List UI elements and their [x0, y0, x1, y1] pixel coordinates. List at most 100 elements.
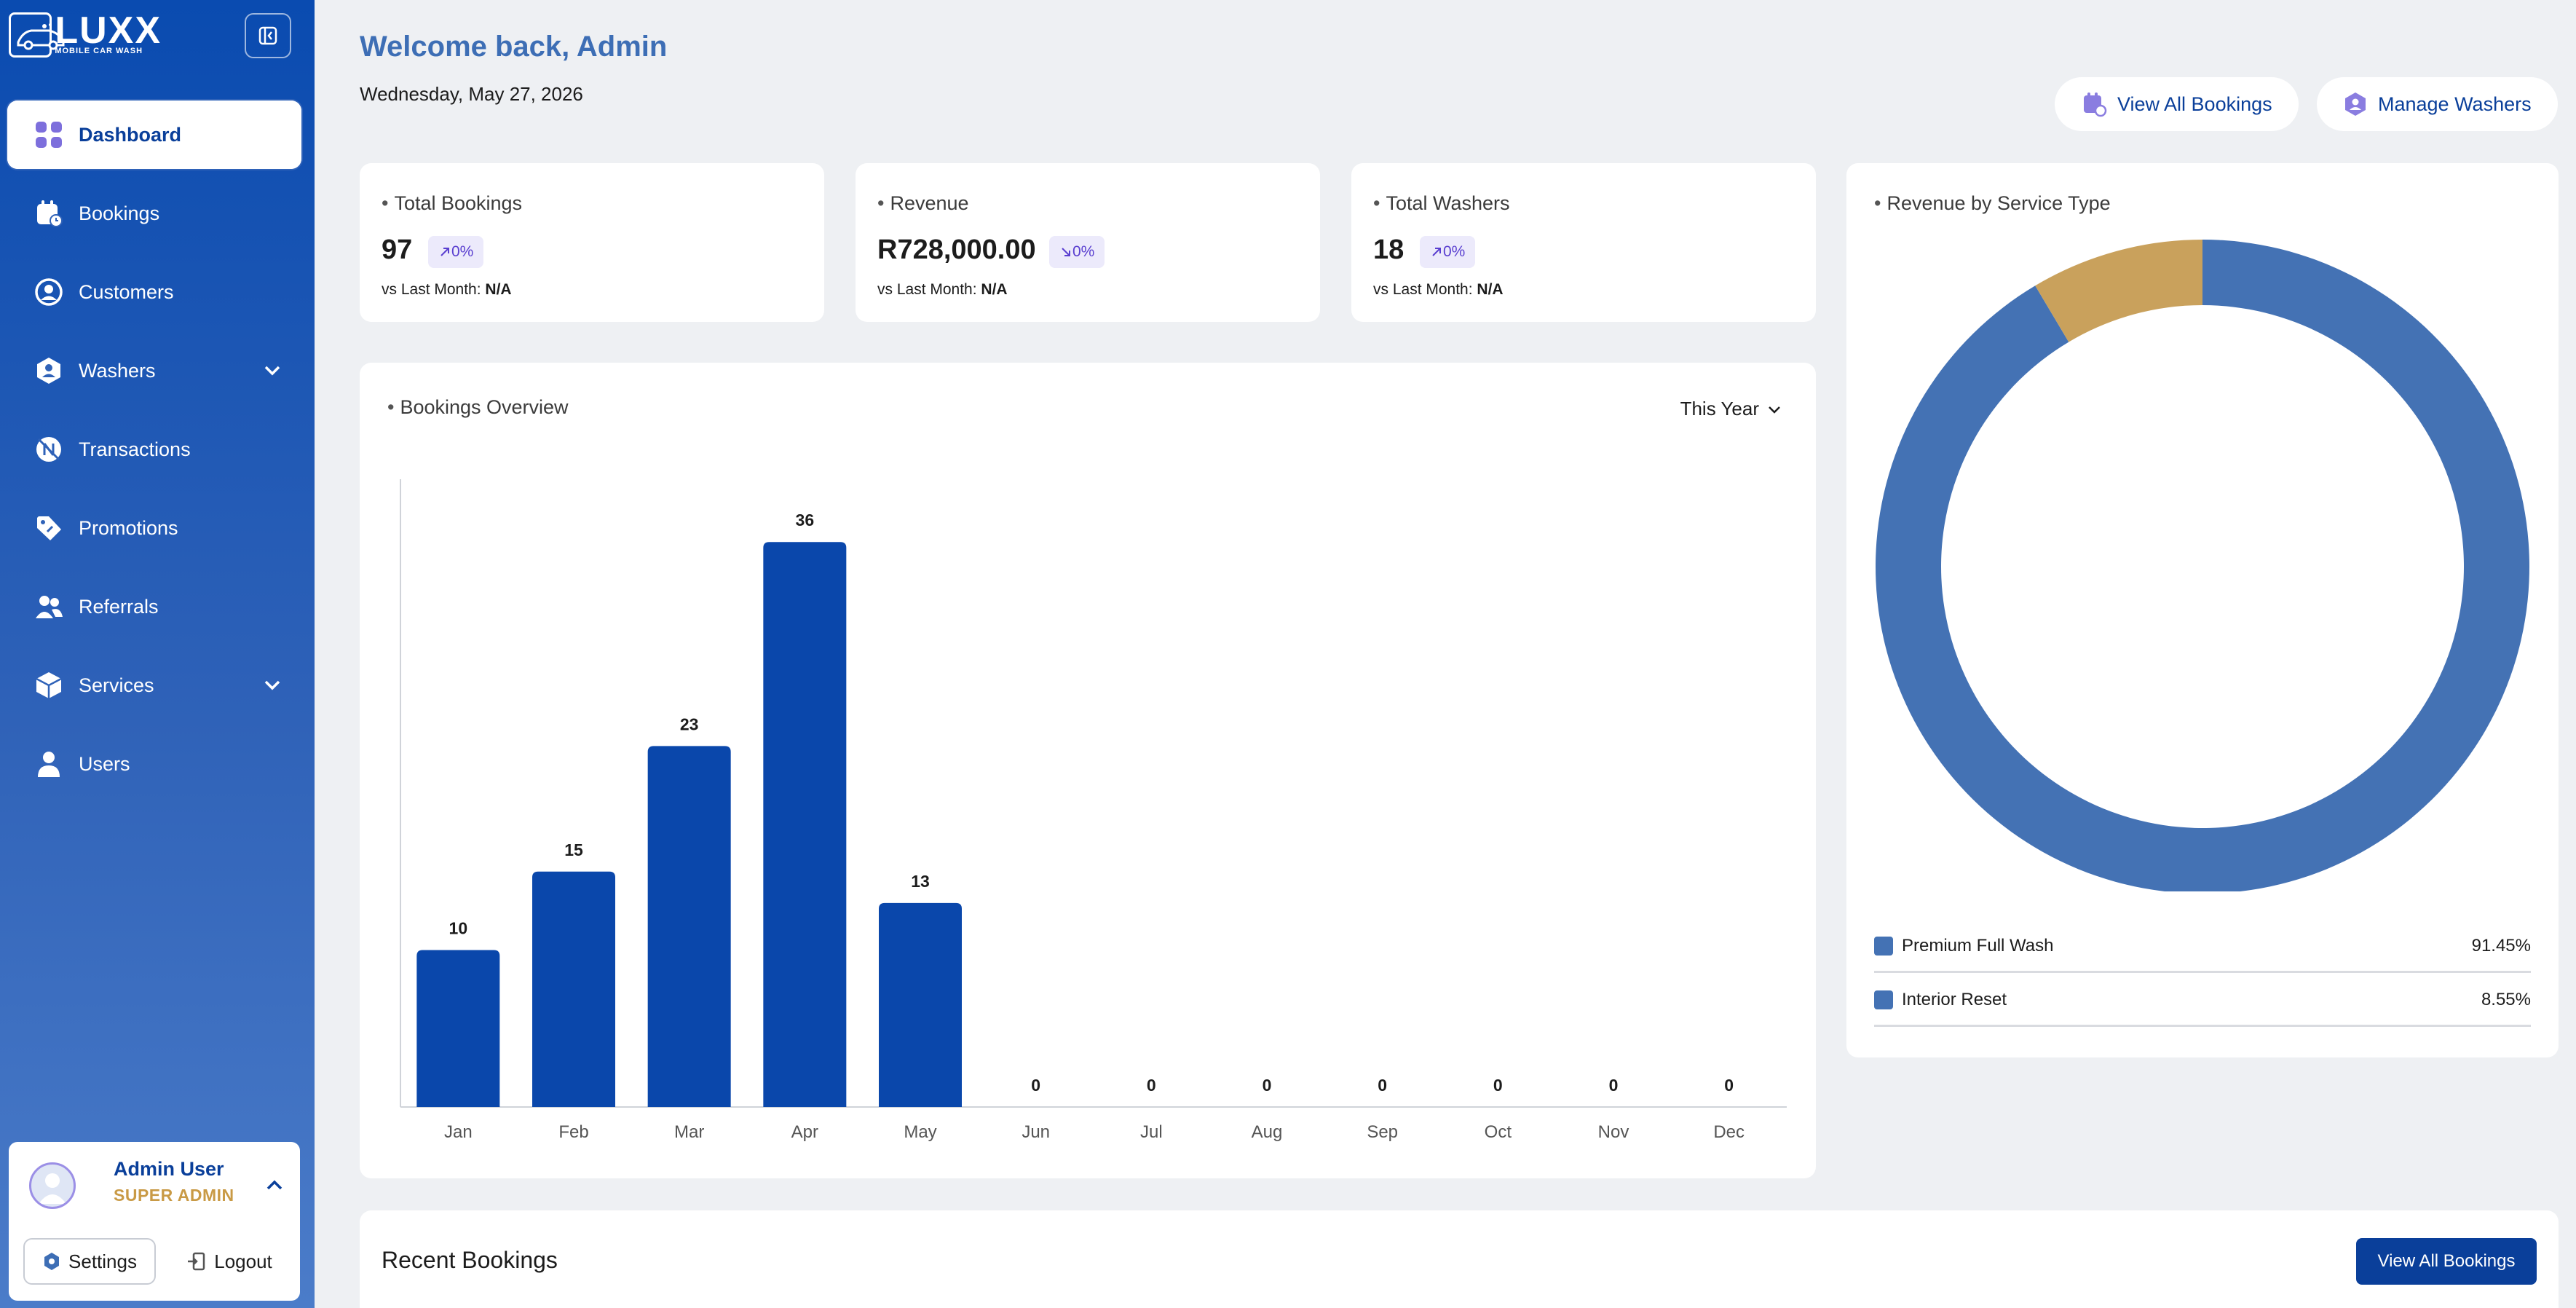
- stat-comparison-value: N/A: [1477, 281, 1504, 298]
- data-label: 13: [911, 872, 930, 891]
- sidebar-item-label: Transactions: [79, 438, 191, 460]
- sidebar: LUXX MOBILE CAR WASH Dashboard Bookings …: [0, 0, 315, 1308]
- bookings-overview-title: Bookings Overview: [387, 396, 568, 419]
- calendar-icon: [2084, 92, 2107, 117]
- view-all-bookings-label: View All Bookings: [2117, 92, 2272, 115]
- sidebar-item-bookings[interactable]: Bookings: [7, 179, 301, 248]
- sidebar-item-label: Customers: [79, 280, 174, 303]
- donut-slice-premium-full-wash[interactable]: [1876, 240, 2529, 891]
- data-label: 0: [1147, 1076, 1156, 1095]
- period-select[interactable]: This Year: [1680, 398, 1782, 420]
- sidebar-item-dashboard[interactable]: Dashboard: [7, 101, 301, 169]
- data-label: 0: [1378, 1076, 1387, 1095]
- washer-badge-icon: [2345, 92, 2366, 116]
- sidebar-item-promotions[interactable]: Promotions: [7, 494, 301, 562]
- x-tick-label: Jan: [444, 1122, 473, 1142]
- manage-washers-label: Manage Washers: [2378, 92, 2532, 115]
- stat-value: R728,000.00: [877, 235, 1036, 265]
- x-tick-label: Aug: [1252, 1122, 1283, 1142]
- data-label: 0: [1724, 1076, 1734, 1095]
- logout-label: Logout: [214, 1250, 272, 1272]
- data-label: 36: [796, 511, 815, 529]
- recent-bookings-card: Recent Bookings View All Bookings: [360, 1210, 2559, 1308]
- collapse-sidebar-button[interactable]: [245, 13, 291, 58]
- stat-comparison-value: N/A: [981, 281, 1008, 298]
- bar-feb[interactable]: [532, 871, 615, 1107]
- manage-washers-button[interactable]: Manage Washers: [2317, 77, 2558, 131]
- transactions-icon: [32, 433, 66, 466]
- chevron-up-icon[interactable]: [264, 1174, 285, 1196]
- bookings-bar-chart: 10 Jan 15 Feb 23 Mar 36 Apr 13 May 0 Jun 0 Jul 0 Aug 0 Se…: [400, 479, 1787, 1142]
- stat-title: Total Washers: [1373, 192, 1509, 215]
- gear-icon: [44, 1253, 60, 1270]
- user-name: Admin User: [114, 1158, 224, 1180]
- revenue-donut-chart: [1876, 240, 2529, 891]
- washer-badge-icon: [32, 354, 66, 387]
- x-tick-label: Apr: [791, 1122, 818, 1142]
- sidebar-item-referrals[interactable]: Referrals: [7, 572, 301, 641]
- bookings-overview-card: Bookings Overview This Year 10 Jan 15 Feb 23…: [360, 363, 1816, 1178]
- data-label: 0: [1031, 1076, 1040, 1095]
- data-label: 23: [680, 714, 699, 733]
- data-label: 0: [1493, 1076, 1503, 1095]
- legend-swatch: [1874, 936, 1893, 956]
- sidebar-item-label: Users: [79, 752, 130, 775]
- stat-change: 0%: [1443, 243, 1466, 260]
- sidebar-item-customers[interactable]: Customers: [7, 258, 301, 326]
- stat-comparison: vs Last Month: N/A: [1373, 281, 1504, 299]
- legend-label: Premium Full Wash: [1902, 935, 2054, 956]
- x-tick-label: Mar: [674, 1122, 704, 1142]
- view-all-bookings-button[interactable]: View All Bookings: [2055, 77, 2299, 131]
- brand-logo[interactable]: LUXX MOBILE CAR WASH: [9, 10, 162, 60]
- avatar[interactable]: [29, 1162, 76, 1209]
- stat-card-revenue: Revenue R728,000.00 0% vs Last Month: N/…: [856, 163, 1320, 322]
- donut-slice-interior-reset[interactable]: [2035, 240, 2202, 342]
- legend-value: 91.45%: [2471, 935, 2531, 956]
- data-label: 15: [564, 840, 583, 859]
- brand-tagline: MOBILE CAR WASH: [55, 47, 143, 55]
- stat-value: 18: [1373, 235, 1404, 265]
- users-icon: [32, 590, 66, 623]
- sidebar-item-washers[interactable]: Washers: [7, 336, 301, 405]
- stat-title: Revenue: [877, 192, 968, 215]
- sidebar-item-users[interactable]: Users: [7, 730, 301, 798]
- logout-button[interactable]: Logout: [175, 1238, 284, 1285]
- dashboard-icon: [32, 118, 66, 151]
- sidebar-item-label: Washers: [79, 359, 156, 382]
- recent-view-all-bookings-button[interactable]: View All Bookings: [2356, 1238, 2537, 1285]
- stat-card-total-bookings: Total Bookings 97 0% vs Last Month: N/A: [360, 163, 824, 322]
- chevron-down-icon: [264, 680, 280, 690]
- stat-value: 97: [382, 235, 413, 265]
- stat-comparison-label: vs Last Month:: [382, 281, 481, 298]
- legend-item: Interior Reset 8.55%: [1874, 974, 2531, 1027]
- user-role: SUPER ADMIN: [114, 1186, 234, 1205]
- brand-name: LUXX: [55, 9, 162, 52]
- data-label: 0: [1609, 1076, 1619, 1095]
- bar-apr[interactable]: [763, 542, 847, 1107]
- status-badge: 0%: [428, 236, 484, 268]
- legend-swatch: [1874, 990, 1893, 1009]
- recent-bookings-title: Recent Bookings: [382, 1247, 558, 1273]
- sidebar-item-services[interactable]: Services: [7, 651, 301, 720]
- bar-mar[interactable]: [647, 746, 731, 1107]
- x-tick-label: Sep: [1367, 1122, 1398, 1142]
- bar-may[interactable]: [879, 902, 962, 1107]
- bar-jan[interactable]: [416, 950, 500, 1108]
- user-profile-card: Admin User SUPER ADMIN Settings Logout: [9, 1142, 300, 1301]
- revenue-by-service-card: Revenue by Service Type Premium Full Was…: [1846, 163, 2559, 1057]
- data-label: 0: [1263, 1076, 1272, 1095]
- calendar-icon: [32, 197, 66, 230]
- car-wash-logo-icon: [9, 12, 65, 58]
- stat-comparison-label: vs Last Month:: [1373, 281, 1473, 298]
- revenue-by-service-title: Revenue by Service Type: [1874, 192, 2110, 215]
- legend-label: Interior Reset: [1902, 989, 2007, 1009]
- stat-comparison-value: N/A: [485, 281, 512, 298]
- x-tick-label: Oct: [1485, 1122, 1512, 1142]
- logout-icon: [188, 1252, 205, 1271]
- sidebar-item-transactions[interactable]: Transactions: [7, 415, 301, 484]
- settings-button[interactable]: Settings: [23, 1238, 156, 1285]
- x-tick-label: Jun: [1022, 1122, 1050, 1142]
- status-badge: 0%: [1420, 236, 1476, 268]
- stat-comparison-label: vs Last Month:: [877, 281, 977, 298]
- chevron-down-icon: [1769, 406, 1780, 414]
